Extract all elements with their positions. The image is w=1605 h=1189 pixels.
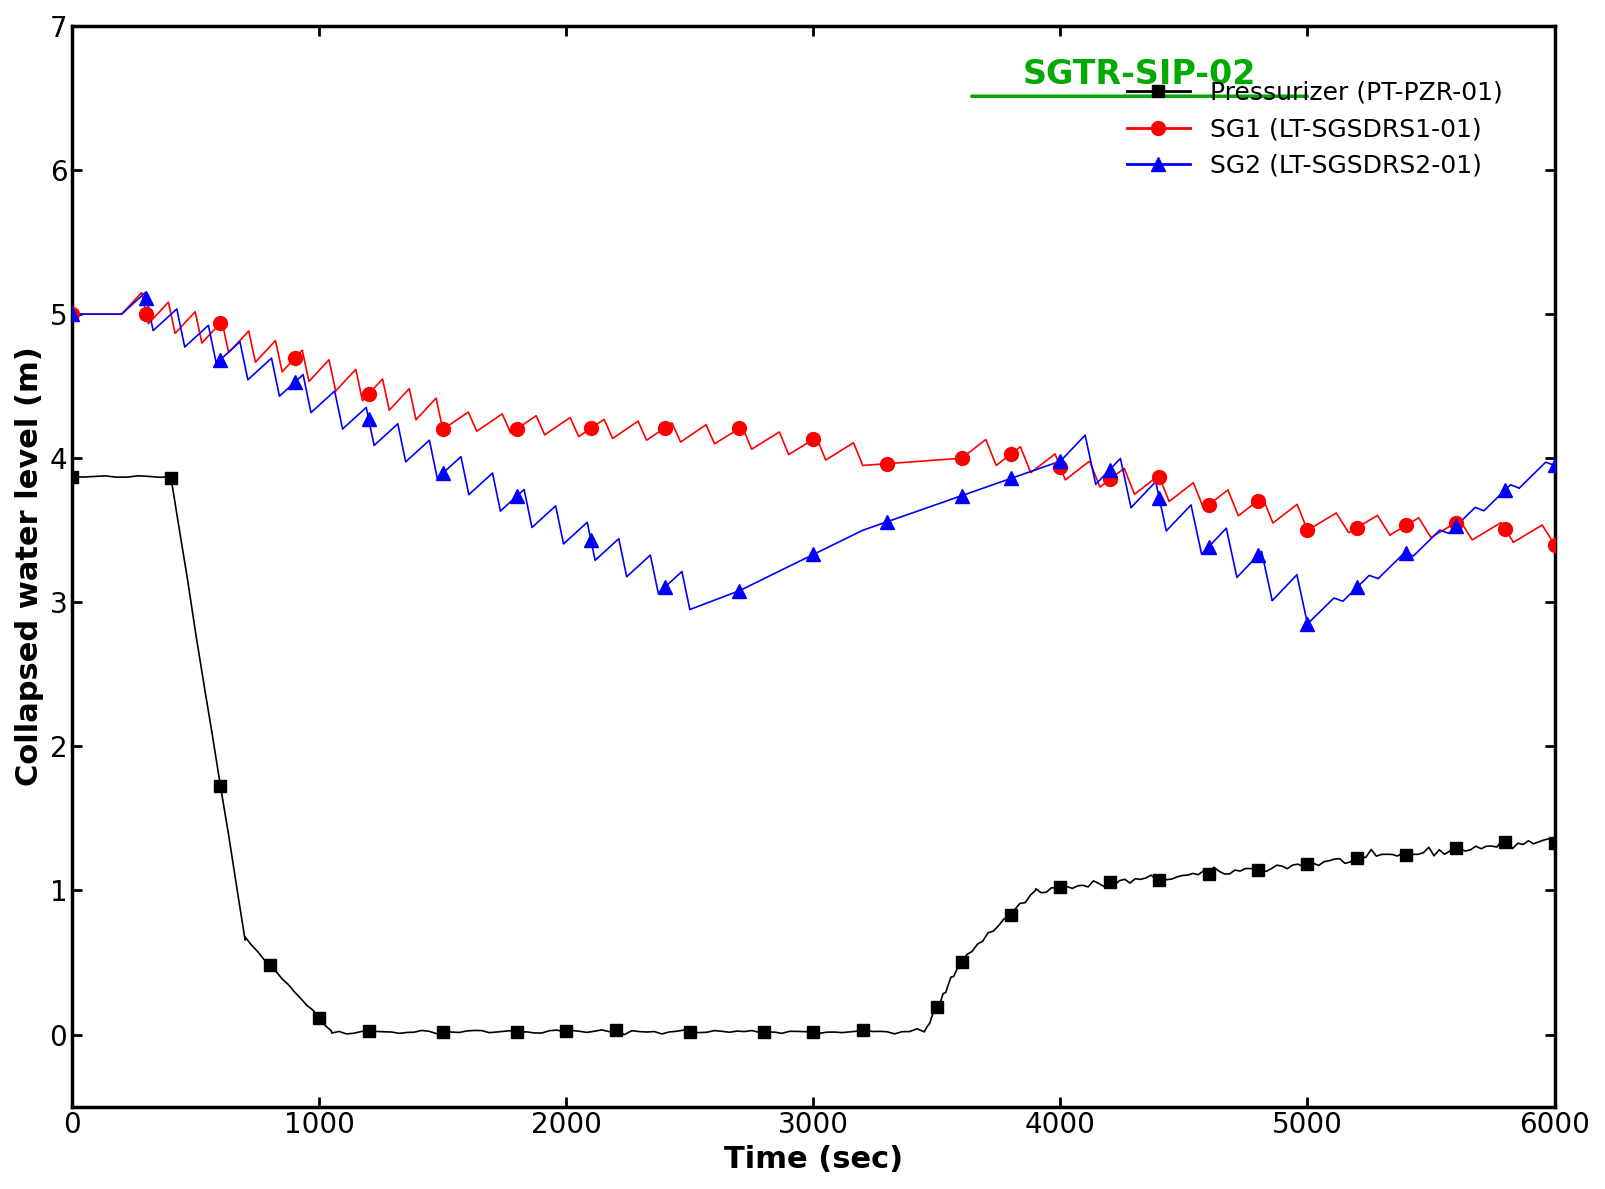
Text: SGTR-SIP-02: SGTR-SIP-02: [1022, 58, 1257, 92]
Y-axis label: Collapsed water level (m): Collapsed water level (m): [14, 346, 43, 786]
X-axis label: Time (sec): Time (sec): [724, 1145, 904, 1174]
Legend: Pressurizer (PT-PZR-01), SG1 (LT-SGSDRS1-01), SG2 (LT-SGSDRS2-01): Pressurizer (PT-PZR-01), SG1 (LT-SGSDRS1…: [1117, 71, 1512, 188]
